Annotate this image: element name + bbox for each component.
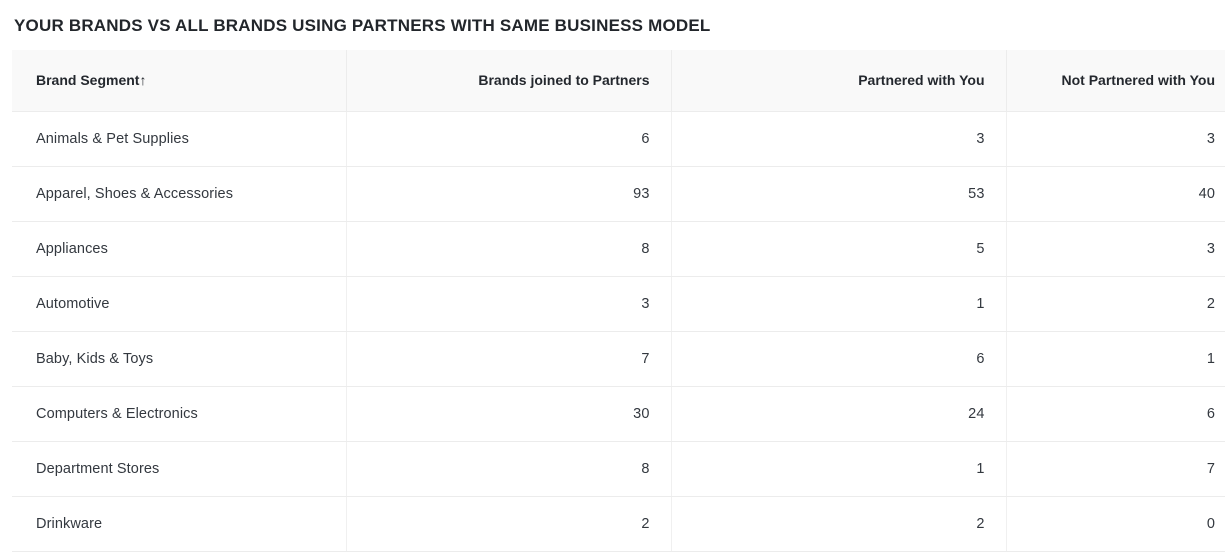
sort-ascending-icon: ↑ (139, 72, 147, 89)
not-partnered-with-you-cell: 2 (1006, 276, 1225, 332)
not-partnered-with-you-cell: 6 (1006, 386, 1225, 442)
column-header-brands-joined[interactable]: Brands joined to Partners (346, 50, 672, 112)
column-header-not-partnered-with-you[interactable]: Not Partnered with You (1006, 50, 1225, 112)
brands-comparison-table-container: Brand Segment↑ Brands joined to Partners… (12, 50, 1225, 552)
partnered-with-you-cell: 6 (671, 331, 1007, 387)
brands-joined-cell: 6 (346, 111, 672, 167)
partnered-with-you-cell: 5 (671, 221, 1007, 277)
table-header: Brand Segment↑ Brands joined to Partners… (12, 50, 1225, 112)
segment-cell: Department Stores (12, 441, 347, 497)
not-partnered-with-you-cell: 40 (1006, 166, 1225, 222)
column-header-label: Brand Segment (36, 72, 140, 89)
page-title: YOUR BRANDS VS ALL BRANDS USING PARTNERS… (14, 16, 711, 35)
partnered-with-you-cell: 1 (671, 441, 1007, 497)
table-row: Appliances 8 5 3 (12, 221, 1225, 277)
partnered-with-you-cell: 53 (671, 166, 1007, 222)
segment-cell: Appliances (12, 221, 347, 277)
partnered-with-you-cell: 1 (671, 276, 1007, 332)
brands-joined-cell: 30 (346, 386, 672, 442)
table-row: Automotive 3 1 2 (12, 276, 1225, 332)
not-partnered-with-you-cell: 1 (1006, 331, 1225, 387)
segment-cell: Animals & Pet Supplies (12, 111, 347, 167)
table-row: Drinkware 2 2 0 (12, 496, 1225, 552)
segment-cell: Apparel, Shoes & Accessories (12, 166, 347, 222)
brands-joined-cell: 8 (346, 221, 672, 277)
partnered-with-you-cell: 2 (671, 496, 1007, 552)
segment-cell: Computers & Electronics (12, 386, 347, 442)
table-row: Computers & Electronics 30 24 6 (12, 386, 1225, 442)
column-header-label: Partnered with You (858, 72, 985, 89)
not-partnered-with-you-cell: 3 (1006, 111, 1225, 167)
brands-joined-cell: 7 (346, 331, 672, 387)
column-header-brand-segment[interactable]: Brand Segment↑ (12, 50, 347, 112)
table-row: Baby, Kids & Toys 7 6 1 (12, 331, 1225, 387)
segment-cell: Automotive (12, 276, 347, 332)
partnered-with-you-cell: 3 (671, 111, 1007, 167)
brands-joined-cell: 2 (346, 496, 672, 552)
brands-joined-cell: 8 (346, 441, 672, 497)
table-body: Animals & Pet Supplies 6 3 3 Apparel, Sh… (12, 111, 1225, 552)
not-partnered-with-you-cell: 0 (1006, 496, 1225, 552)
segment-cell: Baby, Kids & Toys (12, 331, 347, 387)
partnered-with-you-cell: 24 (671, 386, 1007, 442)
brands-joined-cell: 93 (346, 166, 672, 222)
table-row: Department Stores 8 1 7 (12, 441, 1225, 497)
column-header-partnered-with-you[interactable]: Partnered with You (671, 50, 1007, 112)
segment-cell: Drinkware (12, 496, 347, 552)
table-row: Animals & Pet Supplies 6 3 3 (12, 111, 1225, 167)
table-row: Apparel, Shoes & Accessories 93 53 40 (12, 166, 1225, 222)
not-partnered-with-you-cell: 3 (1006, 221, 1225, 277)
column-header-label: Not Partnered with You (1061, 72, 1216, 89)
brands-joined-cell: 3 (346, 276, 672, 332)
not-partnered-with-you-cell: 7 (1006, 441, 1225, 497)
brands-comparison-table: Brand Segment↑ Brands joined to Partners… (12, 50, 1225, 552)
header-row: Brand Segment↑ Brands joined to Partners… (12, 50, 1225, 112)
column-header-label: Brands joined to Partners (478, 72, 650, 89)
